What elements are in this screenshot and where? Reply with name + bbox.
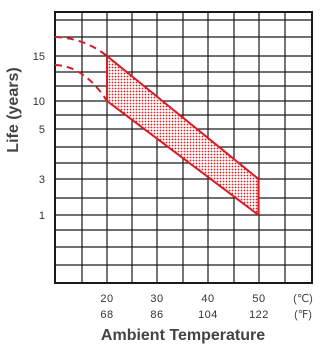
y-tick-3: 3 xyxy=(39,174,45,186)
y-tick-labels: 15 10 5 3 1 xyxy=(33,51,45,222)
x-unit-celsius: (℃) xyxy=(293,293,313,305)
x-tick-c-20: 20 xyxy=(100,293,113,305)
y-tick-10: 10 xyxy=(33,96,45,108)
extrapolated-upper-dashed xyxy=(54,36,108,57)
life-band xyxy=(54,36,260,216)
x-axis-title: Ambient Temperature xyxy=(101,327,265,344)
x-tick-f-86: 86 xyxy=(150,309,163,321)
band-fill xyxy=(107,56,259,215)
band-lower-line xyxy=(106,100,260,216)
x-unit-fahrenheit: (℉) xyxy=(294,309,312,321)
y-tick-1: 1 xyxy=(39,210,45,222)
x-tick-c-50: 50 xyxy=(252,293,265,305)
y-tick-5: 5 xyxy=(39,124,45,136)
x-tick-f-104: 104 xyxy=(198,309,218,321)
x-tick-c-30: 30 xyxy=(150,293,163,305)
y-tick-15: 15 xyxy=(33,51,45,63)
y-axis-title: Life (years) xyxy=(5,67,22,152)
x-tick-labels: 20 30 40 50 68 86 104 122 (℃) (℉) xyxy=(100,293,312,321)
x-tick-c-40: 40 xyxy=(201,293,214,305)
x-tick-f-122: 122 xyxy=(249,309,269,321)
x-tick-f-68: 68 xyxy=(100,309,113,321)
extrapolated-lower-dashed xyxy=(54,64,108,102)
band-upper-line xyxy=(106,55,260,180)
